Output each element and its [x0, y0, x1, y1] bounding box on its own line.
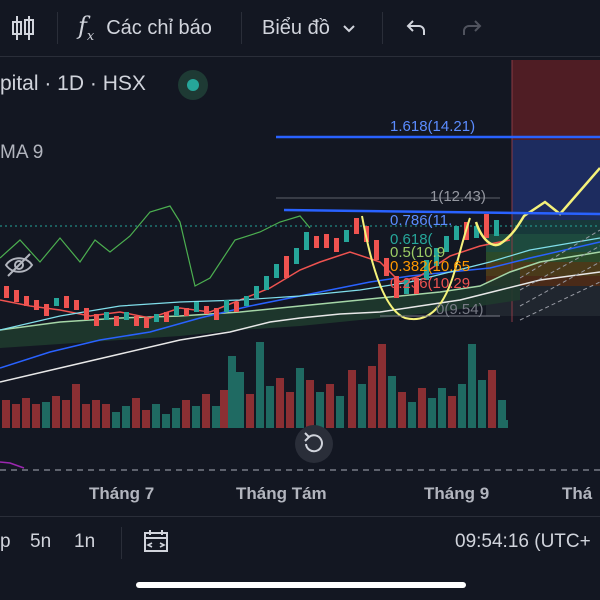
indicator-label[interactable]: MA 9 — [0, 142, 44, 163]
fib-label-0: 0(9.54) — [436, 301, 484, 318]
eye-off-icon[interactable] — [4, 253, 34, 277]
resistance-line — [283, 208, 600, 216]
clock-timezone[interactable]: 09:54:16 (UTC+ — [455, 531, 591, 552]
volume-bars — [2, 342, 508, 428]
short-position-zone — [512, 60, 600, 140]
fx-icon: fx — [78, 12, 95, 44]
fib-label-1: 1(12.43) — [430, 188, 486, 205]
chevron-down-icon — [342, 17, 356, 40]
undo-icon[interactable] — [404, 0, 428, 56]
chart-type-button[interactable]: Biểu đồ — [262, 0, 356, 56]
fib-label-236: 0.236(10.29 — [390, 275, 470, 292]
interval-5n-button[interactable]: 5n — [30, 531, 52, 552]
x-axis-label: Tháng 7 — [89, 484, 155, 503]
x-axis-label: Tháng 9 — [424, 484, 490, 503]
bottom-toolbar: p 5n 1n 09:54:16 (UTC+ — [0, 516, 600, 571]
ichimoku-cloud — [0, 268, 520, 348]
chart-label: Biểu đồ — [262, 16, 330, 39]
ma9-line — [0, 239, 511, 319]
cloud-edge — [0, 251, 600, 331]
home-indicator — [136, 582, 466, 588]
top-toolbar: fx Các chỉ báo Biểu đồ — [0, 0, 600, 57]
fib-zone-1 — [512, 220, 600, 234]
fib-label-1618: 1.618(14.21) — [390, 118, 475, 135]
fib-label-618: 0.618( — [390, 231, 433, 248]
fib-label-382: 0.382(10.65 — [390, 258, 470, 275]
fib-zone-5 — [486, 276, 600, 286]
symbol-title[interactable]: pital · 1D · HSX — [0, 72, 146, 95]
indicators-label: Các chỉ báo — [106, 16, 212, 39]
interval-1n-button[interactable]: 1n — [74, 531, 96, 552]
fib-label-786: 0.786(11. — [390, 212, 452, 229]
lagging-span — [0, 205, 311, 287]
toolbar-divider — [241, 12, 242, 44]
reset-chart-button[interactable] — [295, 425, 333, 463]
long-position-zone — [512, 140, 600, 220]
toolbar-divider — [57, 12, 58, 44]
indicators-button[interactable]: fx Các chỉ báo — [78, 0, 212, 56]
handle-curve — [474, 167, 600, 247]
fib-zone-3 — [486, 252, 600, 262]
long-ma-line — [0, 271, 600, 383]
cyan-line — [0, 237, 600, 331]
sub-indicator-line — [0, 461, 25, 469]
candlestick-icon[interactable] — [10, 0, 36, 56]
redo-icon[interactable] — [460, 0, 484, 56]
cup-curve — [361, 215, 471, 321]
calendar-range-icon[interactable] — [142, 529, 170, 561]
market-status-icon — [178, 70, 208, 100]
candles — [4, 214, 499, 328]
toolbar-divider — [121, 527, 122, 559]
fib-label-5: 0.5(10.9 — [390, 244, 445, 261]
mid-ma-line — [0, 241, 600, 369]
price-chart[interactable]: 1.618(14.21) 1(12.43) 0.786(11. 0.618( 0… — [0, 56, 600, 516]
x-axis-label: Thá — [562, 484, 593, 503]
toolbar-divider — [382, 12, 383, 44]
projection-dashes — [519, 229, 600, 321]
x-axis-label: Tháng Tám — [236, 484, 327, 503]
interval-button[interactable]: p — [0, 531, 11, 552]
